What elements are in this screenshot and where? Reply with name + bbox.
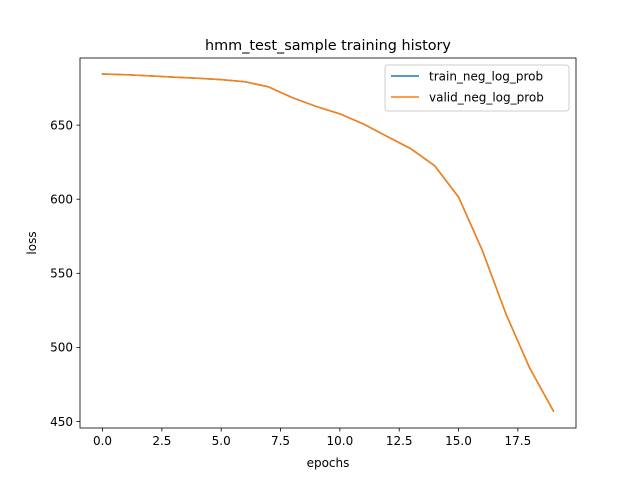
x-tick-label: 2.5 [152,434,171,448]
y-tick-label: 550 [50,267,73,281]
series-line-train_neg_log_prob [101,73,555,413]
legend-label: valid_neg_log_prob [429,90,544,104]
series-line-valid_neg_log_prob [101,73,555,413]
y-axis-label: loss [25,231,39,254]
x-tick-label: 7.5 [271,434,290,448]
y-tick-label: 500 [50,341,73,355]
y-axis: 450 500 550 600 650 [50,118,80,429]
x-tick-label: 17.5 [504,434,531,448]
y-tick-label: 450 [50,415,73,429]
legend-label: train_neg_log_prob [429,69,543,83]
y-tick-label: 600 [50,193,73,207]
chart-title: hmm_test_sample training history [205,38,451,54]
x-tick-label: 12.5 [386,434,413,448]
y-tick-label: 650 [50,118,73,132]
x-axis: 0.0 2.5 5.0 7.5 10.0 12.5 15.0 17.5 [93,428,531,448]
series-layer [101,73,555,413]
x-axis-label: epochs [307,456,350,470]
x-tick-label: 15.0 [445,434,472,448]
legend-box [384,64,570,112]
x-tick-label: 5.0 [212,434,231,448]
legend: train_neg_log_prob valid_neg_log_prob [384,64,570,112]
x-tick-label: 10.0 [327,434,354,448]
plot-frame [79,57,577,429]
x-tick-label: 0.0 [93,434,112,448]
